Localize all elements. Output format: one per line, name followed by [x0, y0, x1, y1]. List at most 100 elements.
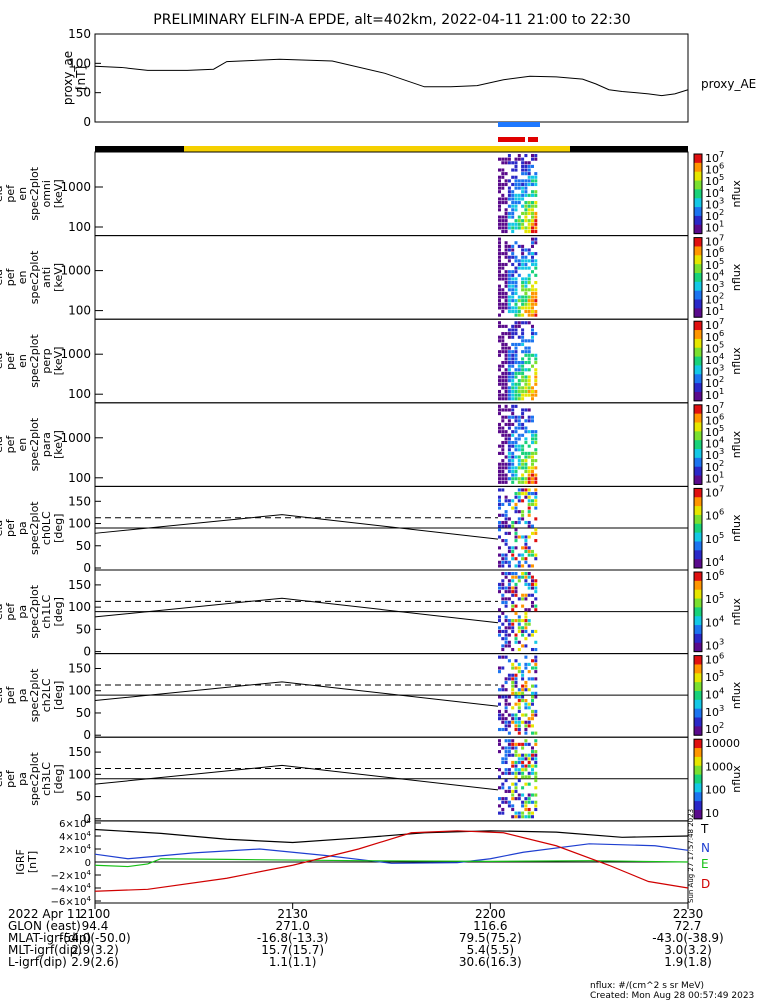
spectrogram-cell: [524, 724, 528, 728]
colorbar-tick-label: 107: [705, 400, 724, 416]
spectrogram-cell: [501, 488, 505, 492]
spectrogram-cell: [514, 332, 518, 336]
spectrogram-cell: [524, 229, 528, 234]
spectrogram-cell: [504, 342, 508, 347]
spectrogram-cell: [514, 520, 518, 525]
spectrogram-cell: [524, 306, 528, 310]
spectrogram-cell: [524, 437, 528, 441]
spectrogram-cell: [521, 670, 525, 674]
spectrogram-cell: [524, 615, 528, 619]
colorbar-swatch: [694, 171, 702, 182]
spectrogram-cell: [498, 528, 501, 532]
spectrogram-cell: [501, 295, 505, 299]
igrf-series-d: [94, 830, 689, 892]
spectrogram-cell: [498, 582, 501, 586]
spectrogram-cell: [511, 361, 515, 365]
spectrogram-cell: [504, 797, 508, 801]
spectrogram-cell: [531, 586, 534, 590]
spectrogram-cell: [524, 172, 528, 176]
colorbar-swatch: [694, 625, 702, 635]
colorbar-swatch: [694, 809, 702, 820]
spectrogram-cell: [507, 455, 511, 459]
spectrogram-cell: [521, 161, 525, 165]
spectrogram-cell: [534, 731, 538, 735]
spectrogram-cell: [511, 182, 515, 187]
spectrogram-cell: [521, 742, 525, 746]
spectrogram-cell: [501, 800, 505, 804]
spectrogram-cell: [534, 753, 538, 757]
pa-tick-label: 150: [68, 745, 91, 759]
spectrogram-cell: [507, 371, 511, 375]
spectrogram-cell: [507, 353, 511, 357]
spectrogram-cell: [517, 647, 521, 652]
spectrogram-cell: [527, 771, 531, 775]
spectrogram-cell: [514, 302, 518, 306]
spectrogram-cell: [511, 415, 515, 419]
spectrogram-cell: [514, 368, 518, 372]
spectrogram-cell: [517, 688, 521, 692]
spectrogram-cell: [514, 219, 518, 223]
spectrogram-cell: [534, 691, 538, 695]
spectrogram-cell: [521, 546, 525, 550]
spectrogram-cell: [504, 462, 508, 466]
spectrogram-cell: [531, 284, 534, 288]
spectrogram-cell: [504, 513, 508, 517]
spectrogram-cell: [511, 593, 515, 597]
spectrogram-cell: [504, 368, 508, 372]
spectrogram-cell: [511, 299, 515, 303]
spectrogram-cell: [511, 553, 515, 557]
spectrogram-cell: [511, 404, 515, 408]
spectrogram-cell: [514, 695, 518, 699]
spectrogram-cell: [521, 499, 525, 503]
spectrogram-cell: [517, 154, 521, 158]
spectrogram-cell: [514, 680, 518, 685]
spectrogram-cell: [527, 430, 531, 434]
spectrogram-cell: [531, 753, 534, 757]
colorbar-tick-label: 106: [705, 161, 724, 177]
spectrogram-cell: [527, 720, 531, 724]
spectrogram-cell: [517, 709, 521, 713]
spectrogram-cell: [527, 204, 531, 208]
spectrogram-cell: [517, 444, 521, 448]
footer-row-value: 30.6(16.3): [459, 955, 522, 969]
colorbar-swatch: [694, 374, 702, 384]
colorbar-swatch: [694, 330, 702, 340]
colorbar-swatch: [694, 589, 702, 600]
spectrogram-cell: [527, 182, 531, 187]
colorbar-swatch: [694, 572, 702, 582]
spectrogram-cell: [498, 168, 501, 172]
spectrogram-cell: [517, 499, 521, 503]
spectrogram-cell: [534, 393, 538, 397]
spectrogram-cell: [524, 622, 528, 626]
spectrogram-cell: [511, 332, 515, 336]
colorbar-swatch: [694, 299, 702, 309]
spectrogram-cell: [498, 655, 501, 659]
spectrogram-cell: [524, 339, 528, 343]
spectrogram-cell: [527, 742, 531, 746]
spectrogram-cell: [527, 469, 531, 474]
spectrogram-cell: [517, 626, 521, 630]
spectrogram-cell: [498, 586, 501, 590]
spectrogram-cell: [507, 750, 511, 754]
spectrogram-cell: [501, 222, 505, 226]
spectrogram-cell: [504, 637, 508, 641]
spectrogram-cell: [507, 742, 511, 746]
colorbar-swatch: [694, 765, 702, 776]
spectrogram-cell: [504, 404, 508, 408]
spectrogram-cell: [517, 222, 521, 226]
spectrogram-cell: [504, 332, 508, 336]
spectrogram-cell: [511, 281, 515, 285]
spectrogram-cell: [534, 368, 538, 372]
pa-tick-label: 150: [68, 494, 91, 508]
colorbar-swatch: [694, 383, 702, 393]
spectrogram-cell: [527, 800, 531, 804]
spectrogram-cell: [514, 742, 518, 746]
spectrogram-cell: [534, 666, 538, 670]
spectrogram-cell: [517, 724, 521, 728]
spectrogram-cell: [521, 244, 525, 248]
spectrogram-cell: [521, 262, 525, 267]
spectrogram-cell: [521, 197, 525, 201]
